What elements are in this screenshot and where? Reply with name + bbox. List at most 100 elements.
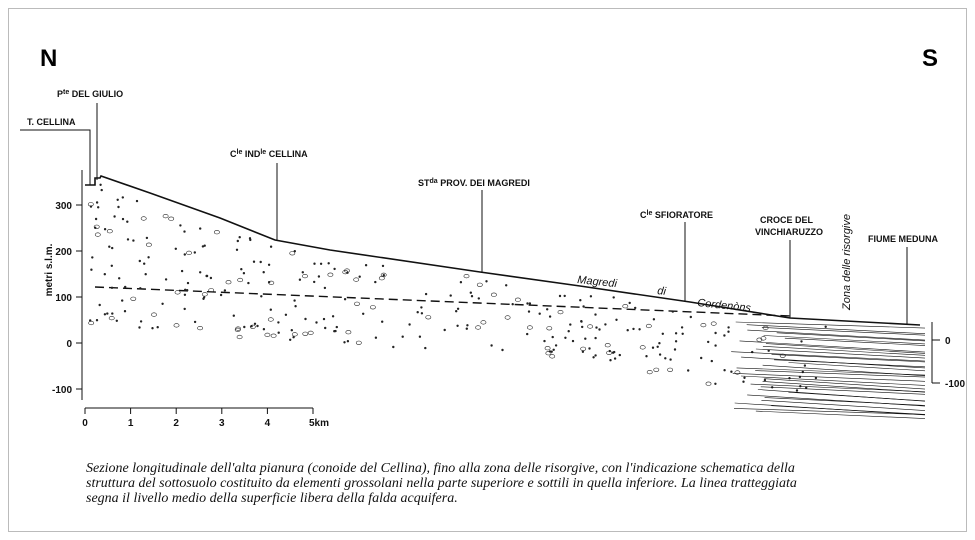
hatch <box>761 327 926 336</box>
stipple <box>528 302 532 305</box>
stipple <box>197 326 203 331</box>
stipple <box>126 220 129 223</box>
stipple <box>800 340 803 343</box>
stipple <box>369 305 376 310</box>
stipple <box>126 238 130 241</box>
stipple <box>609 359 612 362</box>
stipple <box>592 356 595 359</box>
label-part: te <box>63 89 69 96</box>
hatch <box>788 391 926 402</box>
stipple <box>205 274 208 278</box>
stipple <box>727 330 730 333</box>
stipple <box>618 353 621 357</box>
tick-label: 2 <box>173 418 179 429</box>
stipple <box>103 273 107 276</box>
hatch <box>735 321 926 329</box>
stipple <box>706 340 710 344</box>
stipple <box>456 324 459 327</box>
stipple <box>151 312 157 317</box>
stipple <box>549 354 556 359</box>
stipple <box>594 313 597 316</box>
stipple <box>238 236 241 239</box>
stipple <box>658 342 661 345</box>
hatch <box>755 370 926 378</box>
stipple <box>378 276 385 281</box>
stipple <box>580 325 584 329</box>
stipple <box>94 217 98 221</box>
stipple <box>594 354 597 357</box>
stipple <box>680 326 684 329</box>
tick-label: 0 <box>945 336 951 347</box>
stipple <box>183 253 187 256</box>
stipple <box>803 364 807 367</box>
stipple <box>201 292 208 297</box>
stipple <box>302 331 309 336</box>
stipple <box>594 336 597 340</box>
stipple <box>673 348 677 351</box>
stipple <box>710 321 717 326</box>
stipple <box>567 330 570 333</box>
frame <box>8 8 967 532</box>
stipple <box>208 288 215 293</box>
label-part: P <box>57 89 63 99</box>
stipple <box>589 295 593 298</box>
stipple <box>236 334 243 340</box>
stipple <box>183 307 186 311</box>
stipple <box>250 325 253 328</box>
stipple <box>110 246 114 250</box>
tick-label: 200 <box>55 247 72 258</box>
stipple <box>743 376 746 379</box>
stipple <box>564 336 567 339</box>
stipple <box>269 308 272 311</box>
stipple <box>324 326 327 330</box>
stipple <box>343 341 346 344</box>
stipple <box>209 276 213 280</box>
stipple <box>313 280 316 284</box>
stipple <box>418 335 422 338</box>
hatch <box>764 378 926 390</box>
hatch <box>760 386 926 395</box>
stipple <box>674 332 678 335</box>
stipple <box>490 292 497 297</box>
stipple <box>106 312 109 315</box>
stipple <box>615 318 618 321</box>
stipple <box>115 319 119 322</box>
stipple <box>392 345 395 349</box>
label-part: da <box>430 178 438 185</box>
stipple <box>598 328 601 331</box>
label-part: le <box>647 210 653 217</box>
stipple <box>645 323 652 329</box>
stipple <box>249 238 252 242</box>
stipple <box>563 294 566 298</box>
stipple <box>552 348 555 351</box>
stipple <box>705 381 712 386</box>
stipple <box>381 264 385 268</box>
stipple <box>99 183 102 187</box>
hatch <box>747 329 926 341</box>
place-label: Pte DEL GIULIO <box>57 89 123 99</box>
stipple <box>558 294 562 298</box>
hatch <box>765 343 926 354</box>
stipple <box>259 260 262 264</box>
stipple <box>183 230 186 233</box>
stipple <box>638 328 641 331</box>
section-drawing <box>20 103 933 419</box>
hatch <box>736 367 926 376</box>
stipple <box>358 275 361 278</box>
stipple <box>424 292 428 296</box>
stipple <box>824 325 827 328</box>
stipple <box>240 268 243 271</box>
stipple <box>284 313 288 316</box>
stipple <box>180 269 184 273</box>
stipple <box>151 327 154 330</box>
stipple <box>511 303 514 306</box>
stipple <box>186 281 190 285</box>
stipple <box>277 331 280 334</box>
stipple <box>571 339 575 343</box>
stipple <box>527 310 531 313</box>
stipple <box>145 242 152 247</box>
stipple <box>269 245 273 248</box>
stipple <box>249 324 256 329</box>
tick-label: 4 <box>265 418 271 429</box>
stipple <box>145 236 149 240</box>
